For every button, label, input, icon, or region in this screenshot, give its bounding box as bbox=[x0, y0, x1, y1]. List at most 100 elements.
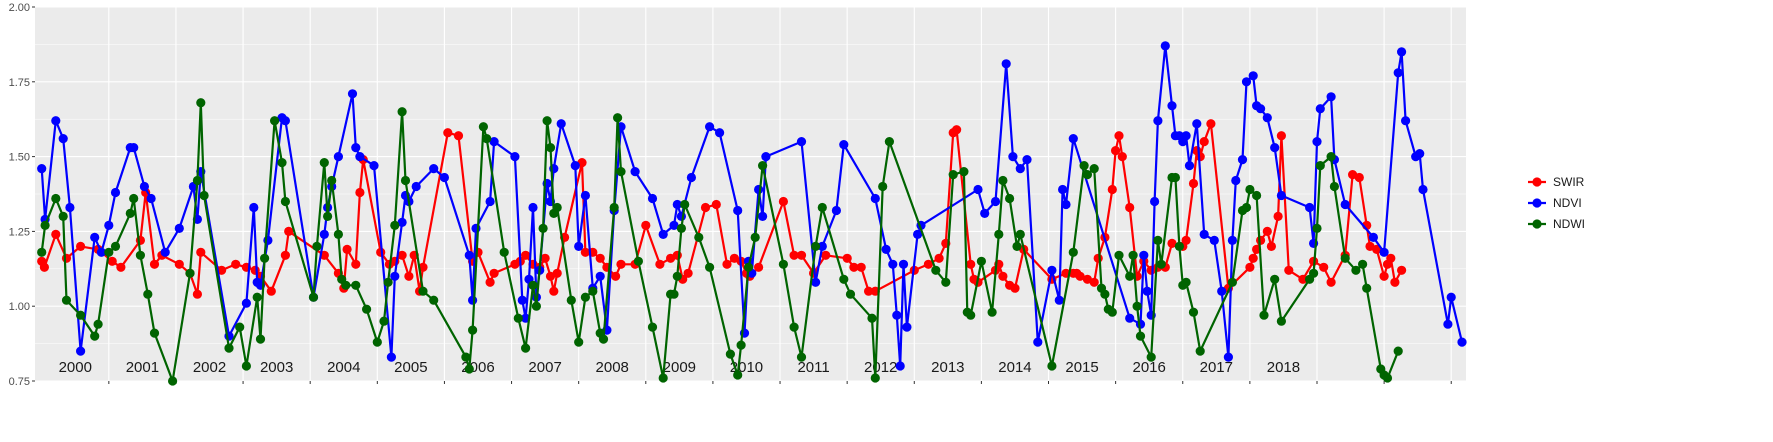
data-point bbox=[1012, 241, 1022, 251]
legend-label: SWIR bbox=[1553, 175, 1585, 189]
data-point bbox=[308, 292, 319, 302]
year-label: 2012 bbox=[864, 359, 897, 376]
data-point bbox=[266, 286, 276, 296]
data-point bbox=[976, 256, 987, 266]
data-point bbox=[796, 137, 807, 147]
data-point bbox=[1270, 274, 1280, 284]
data-point bbox=[1446, 292, 1456, 302]
data-point bbox=[199, 190, 209, 201]
data-point bbox=[725, 349, 736, 359]
y-tick-label: 2.00 bbox=[9, 2, 30, 14]
data-point bbox=[185, 268, 195, 278]
data-point bbox=[1111, 146, 1121, 156]
data-point bbox=[669, 289, 679, 299]
data-point bbox=[892, 310, 902, 320]
data-point bbox=[1329, 181, 1339, 192]
data-point bbox=[1284, 265, 1294, 275]
data-point bbox=[90, 331, 100, 341]
y-tick-label: 1.00 bbox=[9, 301, 30, 313]
data-point bbox=[40, 220, 50, 230]
data-point bbox=[1223, 352, 1233, 362]
data-point bbox=[129, 143, 139, 153]
data-point bbox=[1100, 289, 1110, 299]
data-point bbox=[1358, 259, 1368, 269]
data-point bbox=[397, 107, 407, 117]
data-point bbox=[980, 208, 990, 218]
data-point bbox=[1125, 271, 1135, 281]
data-point bbox=[898, 259, 909, 269]
data-point bbox=[61, 295, 72, 305]
data-point bbox=[149, 328, 160, 338]
data-point bbox=[355, 152, 365, 162]
data-point bbox=[372, 337, 382, 347]
data-point bbox=[715, 128, 725, 138]
data-point bbox=[1022, 155, 1032, 165]
data-point bbox=[149, 259, 160, 269]
y-axis: 0.75 1.00 1.25 1.50 1.75 2.00 bbox=[9, 2, 35, 388]
data-point bbox=[672, 250, 682, 260]
data-point bbox=[711, 199, 721, 210]
data-point bbox=[686, 172, 697, 183]
data-point bbox=[1160, 41, 1170, 51]
data-point bbox=[959, 167, 969, 177]
data-point bbox=[76, 241, 86, 251]
data-point bbox=[319, 229, 329, 239]
data-point bbox=[390, 220, 400, 230]
data-point bbox=[369, 161, 379, 171]
data-point bbox=[1139, 250, 1149, 260]
data-point bbox=[439, 172, 449, 183]
data-point bbox=[39, 262, 50, 272]
data-point bbox=[1195, 346, 1205, 356]
data-point bbox=[1156, 259, 1166, 269]
data-point bbox=[1192, 119, 1202, 129]
series-ndwi bbox=[37, 98, 1403, 386]
data-point bbox=[1135, 331, 1146, 341]
data-point bbox=[143, 289, 153, 299]
legend: SWIR NDVI NDWI bbox=[1528, 175, 1585, 231]
year-label: 2009 bbox=[663, 359, 696, 376]
data-point bbox=[323, 211, 333, 221]
data-point bbox=[1262, 113, 1272, 123]
data-point bbox=[196, 247, 206, 257]
data-point bbox=[347, 89, 358, 99]
data-point bbox=[418, 286, 428, 296]
data-point bbox=[758, 211, 768, 221]
y-tick-label: 1.75 bbox=[9, 77, 30, 89]
data-point bbox=[1237, 155, 1248, 165]
data-point bbox=[355, 187, 365, 198]
data-point bbox=[722, 259, 732, 269]
data-point bbox=[404, 271, 414, 281]
data-point bbox=[96, 247, 106, 257]
data-point bbox=[1241, 77, 1252, 87]
data-point bbox=[333, 229, 343, 239]
data-point bbox=[811, 241, 821, 251]
data-point bbox=[528, 202, 538, 213]
data-point bbox=[231, 259, 241, 269]
data-point bbox=[998, 175, 1008, 186]
data-point bbox=[934, 253, 944, 263]
data-point bbox=[672, 271, 682, 281]
data-point bbox=[400, 175, 411, 186]
data-point bbox=[796, 352, 807, 362]
data-point bbox=[538, 223, 548, 233]
data-point bbox=[941, 277, 951, 287]
data-point bbox=[1089, 277, 1099, 287]
data-point bbox=[574, 241, 584, 251]
data-point bbox=[845, 289, 856, 299]
data-point bbox=[1252, 190, 1262, 201]
data-point bbox=[513, 313, 523, 323]
data-point bbox=[379, 316, 389, 326]
data-point bbox=[1146, 352, 1156, 362]
data-point bbox=[482, 134, 492, 144]
data-point bbox=[468, 325, 478, 335]
data-point bbox=[1107, 184, 1117, 195]
data-point bbox=[383, 277, 393, 287]
data-point bbox=[1276, 131, 1286, 141]
data-point bbox=[461, 352, 471, 362]
data-point bbox=[1273, 211, 1283, 221]
data-point bbox=[464, 364, 474, 374]
data-point bbox=[453, 131, 464, 141]
data-point bbox=[580, 292, 591, 302]
data-point bbox=[870, 193, 880, 204]
data-point bbox=[1379, 247, 1389, 257]
